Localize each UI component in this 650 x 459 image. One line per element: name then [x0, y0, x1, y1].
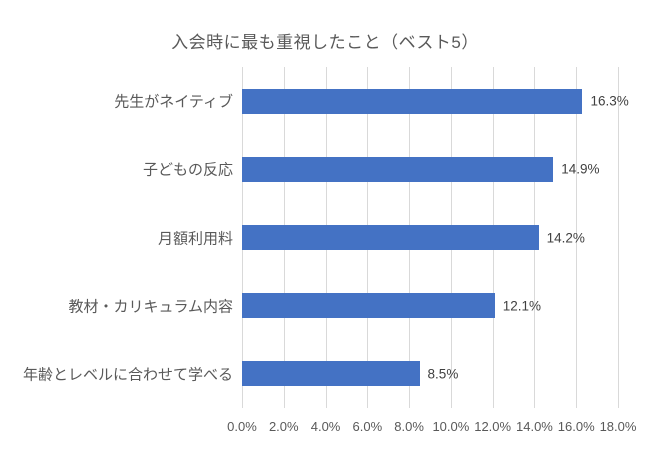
x-tick-label: 8.0%: [394, 419, 424, 434]
bar: [242, 156, 554, 182]
bar: [242, 293, 495, 319]
bar: [242, 225, 539, 250]
value-label: 14.9%: [561, 161, 600, 177]
bar: [242, 361, 420, 387]
x-tick-label: 14.0%: [516, 419, 553, 434]
category-label: 月額利用料: [157, 230, 233, 247]
x-tick-label: 16.0%: [557, 419, 595, 434]
value-label: 16.3%: [590, 93, 629, 109]
x-tick-label: 2.0%: [268, 419, 299, 434]
gridline: [618, 67, 619, 408]
gridline: [576, 67, 578, 408]
category-label: 先生がネイティブ: [114, 93, 233, 111]
bar: [242, 88, 583, 114]
x-tick-label: 0.0%: [227, 419, 257, 434]
x-tick-label: 12.0%: [474, 419, 512, 434]
category-label: 教材・カリキュラム内容: [68, 298, 233, 316]
value-label: 12.1%: [502, 298, 542, 314]
x-tick-label: 6.0%: [352, 419, 383, 434]
category-label: 年齢とレベルに合わせて学べる: [22, 366, 233, 384]
chart-title: 入会時に最も重視したこと（ベスト5）: [171, 33, 479, 52]
x-tick-label: 18.0%: [599, 419, 637, 434]
x-tick-label: 4.0%: [310, 419, 341, 434]
category-label: 子どもの反応: [142, 161, 233, 179]
x-tick-label: 10.0%: [432, 419, 470, 434]
value-label: 8.5%: [427, 366, 459, 382]
value-label: 14.2%: [546, 230, 585, 245]
